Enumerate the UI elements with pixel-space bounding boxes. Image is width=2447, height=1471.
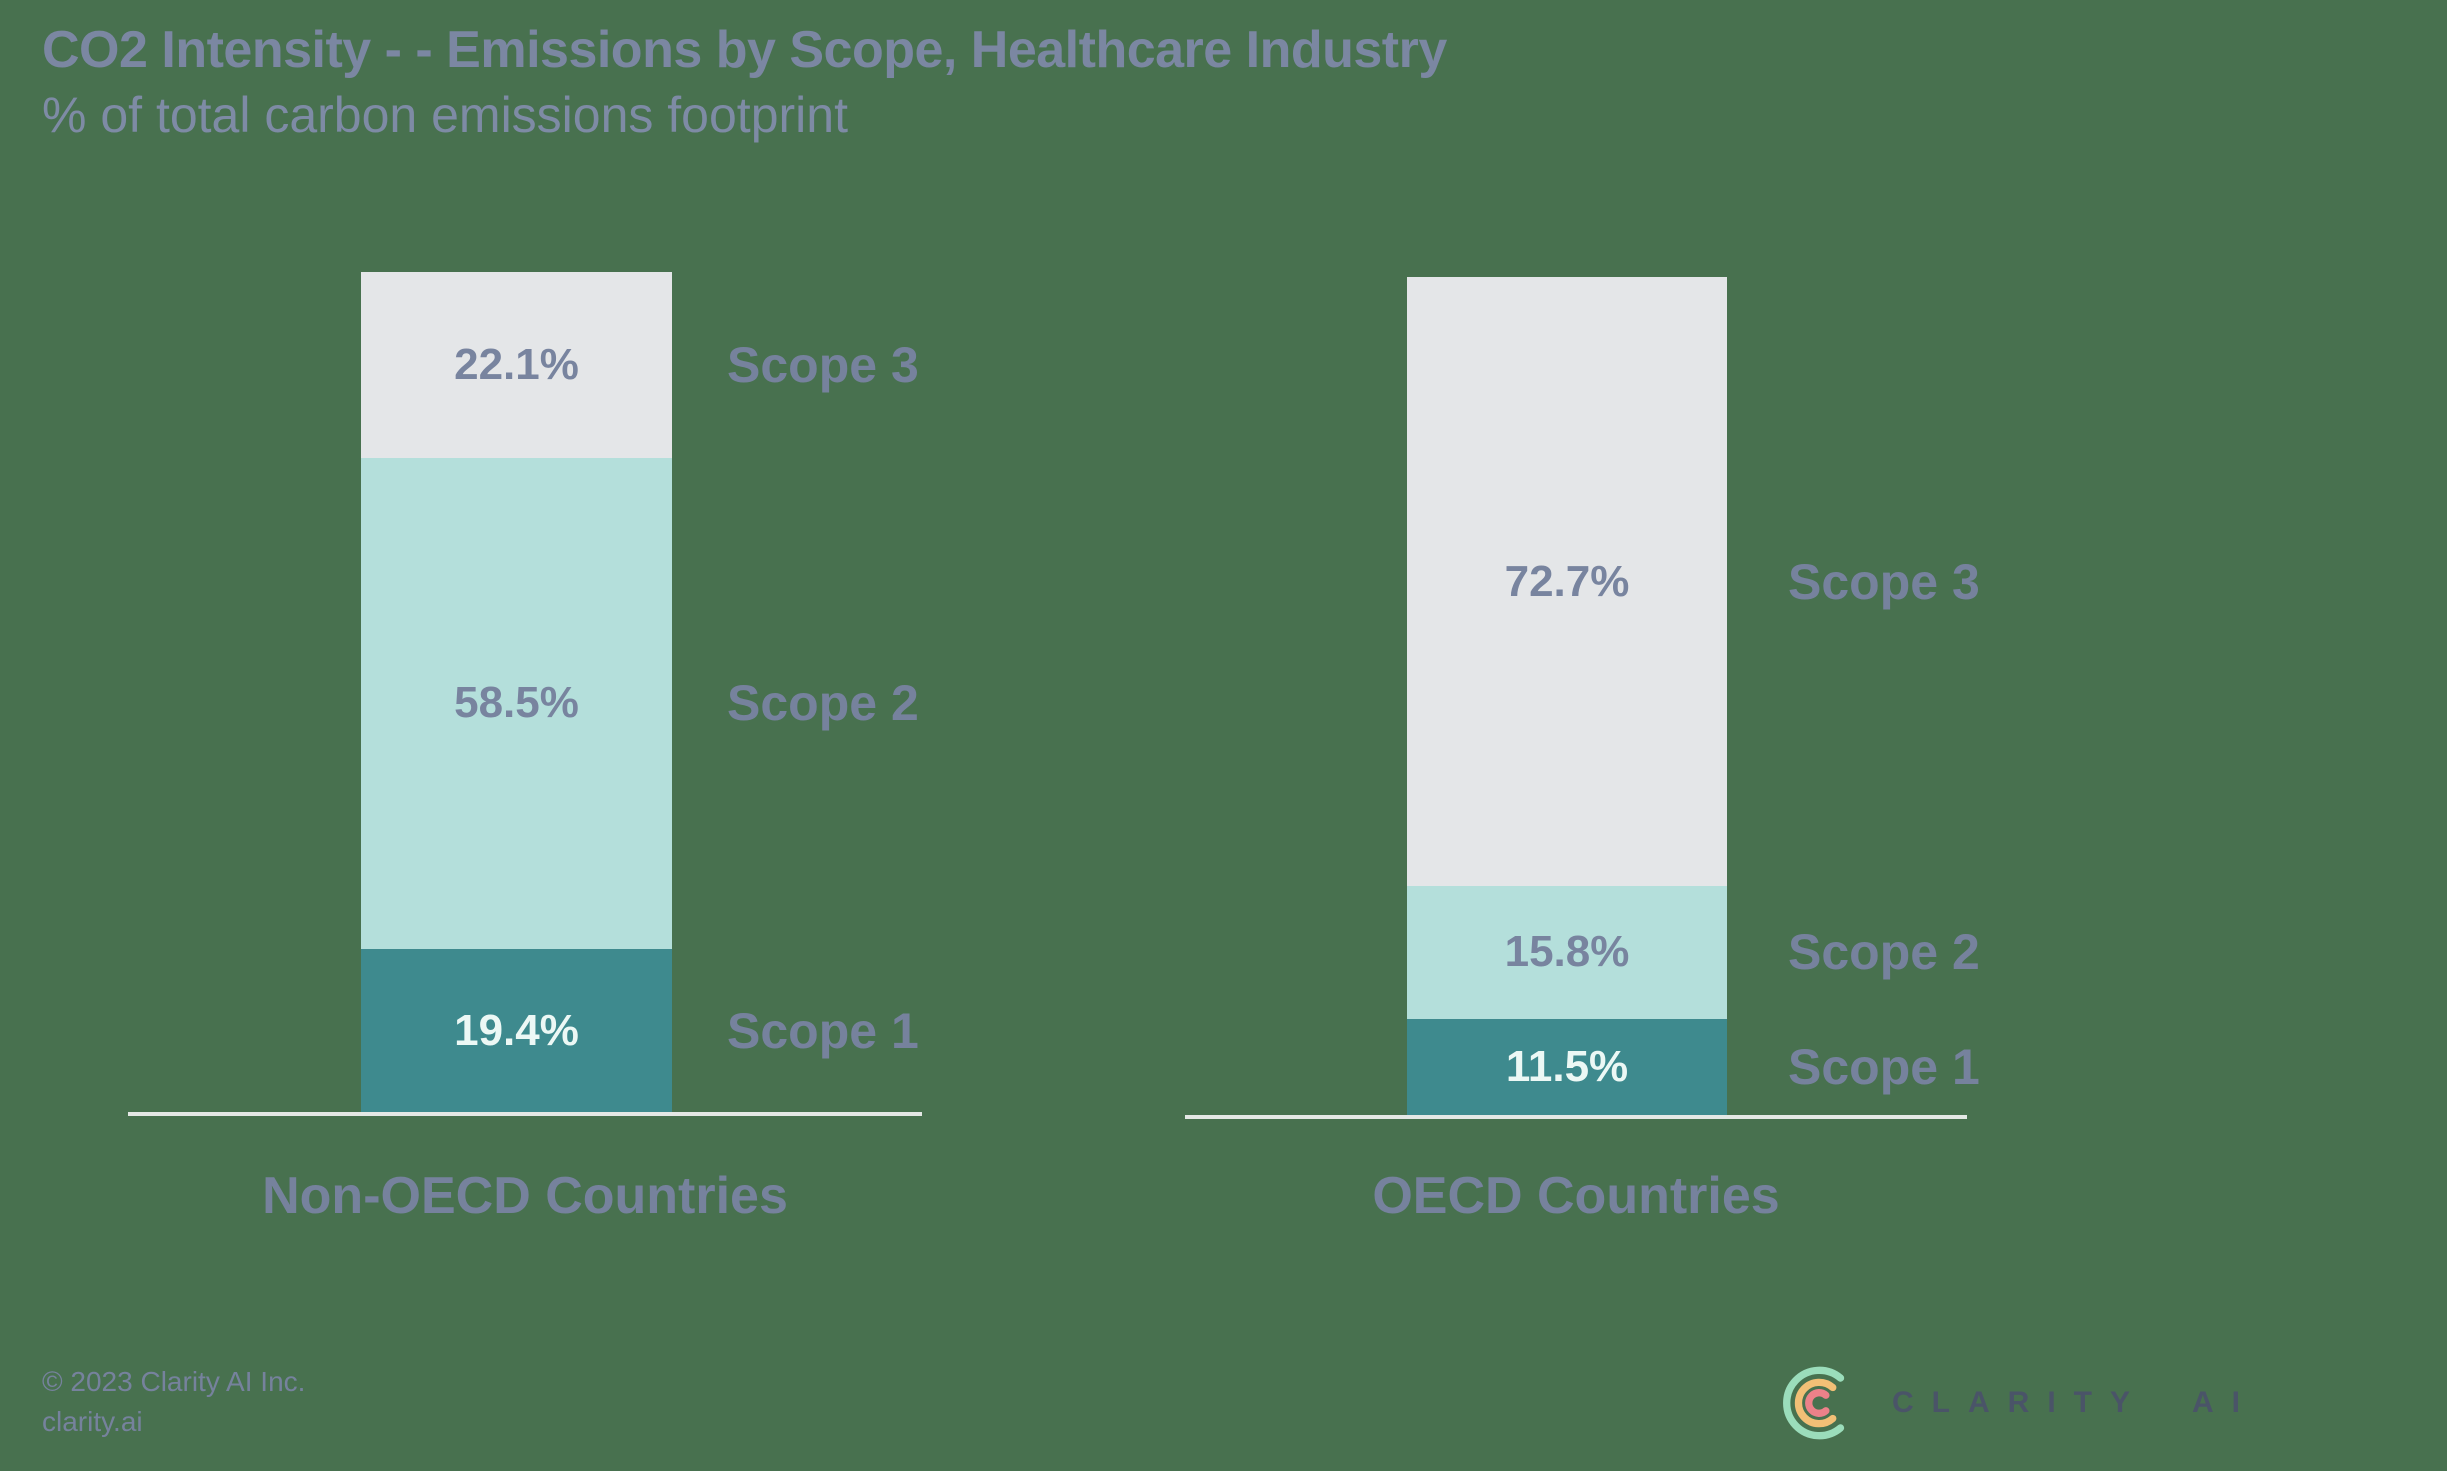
website-line: clarity.ai [42, 1406, 143, 1437]
logo-arc-middle [1794, 1378, 1837, 1428]
footer-copyright: © 2023 Clarity AI Inc. clarity.ai [42, 1362, 305, 1442]
value-label: 19.4% [454, 1005, 579, 1055]
logo-arc-inner [1805, 1389, 1830, 1417]
logo-wordmark: CLARITY AI [1892, 1386, 2258, 1420]
segment-name-label: Scope 2 [1788, 924, 1980, 981]
category-label: OECD Countries [1372, 1167, 1780, 1225]
logo-word-clarity: CLARITY [1892, 1386, 2148, 1419]
segment-name-label: Scope 3 [1788, 553, 1980, 610]
bar-segment-scope-2 [1407, 886, 1727, 1019]
x-axis-line [1185, 1115, 1967, 1119]
segment-name-label: Scope 2 [727, 675, 919, 732]
bar-segment-scope-3 [361, 272, 672, 458]
value-label: 72.7% [1504, 556, 1630, 606]
bar-segment-scope-3 [1407, 277, 1727, 887]
segment-name-label: Scope 1 [1788, 1038, 1980, 1095]
value-label: 11.5% [1505, 1041, 1629, 1091]
clarity-ai-logo-icon [1783, 1366, 1845, 1440]
x-axis-line [128, 1112, 922, 1116]
bar-segment-scope-1 [361, 949, 672, 1112]
clarity-ai-logo: CLARITY AI [1776, 1360, 2258, 1446]
value-label: 58.5% [454, 678, 579, 728]
segment-name-label: Scope 3 [727, 336, 919, 393]
logo-word-ai: AI [2192, 1386, 2258, 1419]
chart-subtitle: % of total carbon emissions footprint [42, 87, 848, 143]
bar-segment-scope-2 [361, 457, 672, 950]
logo-arc-outer [1783, 1366, 1845, 1440]
bar-segment-scope-1 [1407, 1018, 1727, 1115]
copyright-line: © 2023 Clarity AI Inc. [42, 1366, 306, 1397]
value-label: 22.1% [454, 339, 579, 389]
chart-title: CO2 Intensity - - Emissions by Scope, He… [42, 21, 1447, 79]
value-label: 15.8% [1504, 927, 1630, 977]
category-label: Non-OECD Countries [262, 1167, 788, 1225]
segment-name-label: Scope 1 [727, 1002, 919, 1059]
